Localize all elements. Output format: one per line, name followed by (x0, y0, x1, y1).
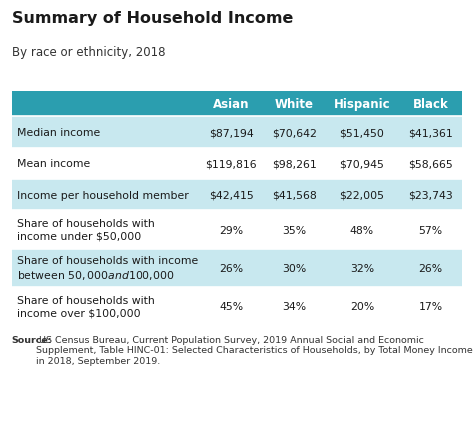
Text: Hispanic: Hispanic (334, 98, 390, 111)
Text: $41,568: $41,568 (272, 191, 317, 200)
Text: Share of households with
income under $50,000: Share of households with income under $5… (17, 219, 155, 241)
Text: 57%: 57% (419, 225, 443, 235)
Bar (12, 117, 462, 148)
Text: Summary of Household Income: Summary of Household Income (12, 11, 293, 26)
Bar (12, 211, 462, 249)
Text: 26%: 26% (219, 263, 244, 273)
Text: $51,450: $51,450 (339, 128, 384, 138)
Text: $119,816: $119,816 (206, 159, 257, 169)
Bar (12, 180, 462, 211)
Text: 30%: 30% (283, 263, 307, 273)
Text: Black: Black (413, 98, 448, 111)
Text: 32%: 32% (350, 263, 374, 273)
Text: 29%: 29% (219, 225, 244, 235)
Text: Asian: Asian (213, 98, 250, 111)
Text: $42,415: $42,415 (209, 191, 254, 200)
Text: 35%: 35% (283, 225, 307, 235)
Text: 20%: 20% (350, 302, 374, 311)
Text: Income per household member: Income per household member (17, 191, 188, 200)
Bar (12, 287, 462, 326)
Text: $98,261: $98,261 (272, 159, 317, 169)
Text: By race or ethnicity, 2018: By race or ethnicity, 2018 (12, 46, 165, 59)
Text: $70,945: $70,945 (339, 159, 384, 169)
Text: Source:: Source: (12, 335, 52, 344)
Text: 17%: 17% (419, 302, 443, 311)
Text: Share of households with
income over $100,000: Share of households with income over $10… (17, 295, 155, 318)
Text: $41,361: $41,361 (408, 128, 453, 138)
Text: 34%: 34% (283, 302, 307, 311)
Bar (12, 92, 462, 117)
Text: $23,743: $23,743 (408, 191, 453, 200)
Text: $87,194: $87,194 (209, 128, 254, 138)
Text: 45%: 45% (219, 302, 244, 311)
Text: 48%: 48% (350, 225, 374, 235)
Text: Median income: Median income (17, 128, 100, 138)
Text: White: White (275, 98, 314, 111)
Bar (12, 249, 462, 287)
Text: Share of households with income
between $50,000 and $100,000: Share of households with income between … (17, 255, 198, 281)
Text: $70,642: $70,642 (272, 128, 317, 138)
Text: $22,005: $22,005 (339, 191, 384, 200)
Text: US Census Bureau, Current Population Survey, 2019 Annual Social and Economic Sup: US Census Bureau, Current Population Sur… (36, 335, 473, 365)
Text: 26%: 26% (419, 263, 443, 273)
Text: $58,665: $58,665 (408, 159, 453, 169)
Bar (12, 148, 462, 180)
Text: Mean income: Mean income (17, 159, 90, 169)
